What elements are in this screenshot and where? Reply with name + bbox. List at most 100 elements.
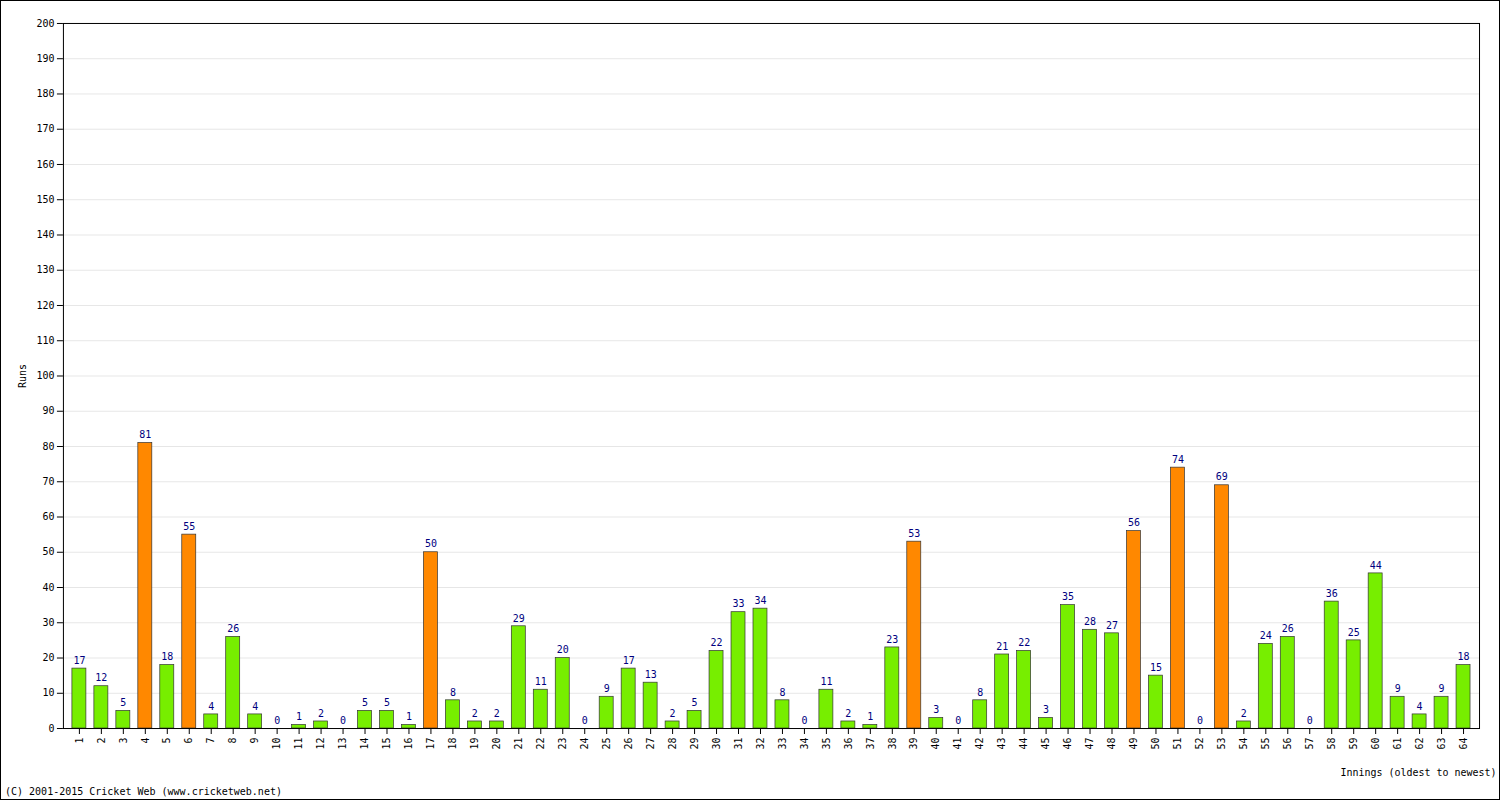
svg-text:34: 34 bbox=[754, 595, 766, 606]
svg-text:13: 13 bbox=[337, 738, 348, 750]
svg-text:20: 20 bbox=[557, 644, 569, 655]
svg-text:12: 12 bbox=[95, 672, 107, 683]
svg-text:9: 9 bbox=[1395, 683, 1401, 694]
svg-text:9: 9 bbox=[249, 738, 260, 744]
svg-text:26: 26 bbox=[1282, 623, 1294, 634]
svg-text:0: 0 bbox=[1197, 715, 1203, 726]
svg-text:1: 1 bbox=[867, 711, 873, 722]
svg-text:40: 40 bbox=[42, 582, 54, 593]
svg-text:52: 52 bbox=[1194, 738, 1205, 750]
svg-text:27: 27 bbox=[645, 738, 656, 750]
svg-text:30: 30 bbox=[711, 738, 722, 750]
svg-text:26: 26 bbox=[623, 738, 634, 750]
svg-text:8: 8 bbox=[977, 687, 983, 698]
svg-text:46: 46 bbox=[1062, 738, 1073, 750]
svg-text:2: 2 bbox=[670, 708, 676, 719]
svg-text:4: 4 bbox=[252, 701, 258, 712]
svg-text:63: 63 bbox=[1436, 738, 1447, 750]
svg-text:57: 57 bbox=[1304, 738, 1315, 750]
svg-text:2: 2 bbox=[494, 708, 500, 719]
svg-text:11: 11 bbox=[820, 676, 832, 687]
svg-text:11: 11 bbox=[535, 676, 547, 687]
svg-text:0: 0 bbox=[274, 715, 280, 726]
svg-text:8: 8 bbox=[227, 738, 238, 744]
svg-text:190: 190 bbox=[36, 53, 54, 64]
svg-text:50: 50 bbox=[42, 546, 54, 557]
svg-text:4: 4 bbox=[1417, 701, 1423, 712]
svg-text:2: 2 bbox=[318, 708, 324, 719]
svg-text:55: 55 bbox=[183, 521, 195, 532]
svg-text:80: 80 bbox=[42, 441, 54, 452]
svg-text:5: 5 bbox=[692, 697, 698, 708]
svg-text:35: 35 bbox=[821, 738, 832, 750]
svg-text:6: 6 bbox=[183, 738, 194, 744]
svg-text:50: 50 bbox=[1150, 738, 1161, 750]
svg-text:110: 110 bbox=[36, 335, 54, 346]
svg-text:36: 36 bbox=[1326, 588, 1338, 599]
svg-text:23: 23 bbox=[557, 738, 568, 750]
svg-text:56: 56 bbox=[1282, 738, 1293, 750]
svg-text:10: 10 bbox=[271, 738, 282, 750]
svg-text:26: 26 bbox=[227, 623, 239, 634]
svg-text:12: 12 bbox=[315, 738, 326, 750]
svg-text:100: 100 bbox=[36, 370, 54, 381]
svg-text:34: 34 bbox=[799, 738, 810, 750]
svg-text:33: 33 bbox=[777, 738, 788, 750]
svg-text:5: 5 bbox=[120, 697, 126, 708]
svg-text:58: 58 bbox=[1326, 738, 1337, 750]
svg-text:53: 53 bbox=[1216, 738, 1227, 750]
svg-text:55: 55 bbox=[1260, 738, 1271, 750]
svg-text:5: 5 bbox=[161, 738, 172, 744]
svg-text:15: 15 bbox=[1150, 662, 1162, 673]
svg-text:9: 9 bbox=[1439, 683, 1445, 694]
svg-text:70: 70 bbox=[42, 476, 54, 487]
svg-text:53: 53 bbox=[908, 528, 920, 539]
svg-text:17: 17 bbox=[623, 655, 635, 666]
svg-text:4: 4 bbox=[208, 701, 214, 712]
svg-text:2: 2 bbox=[1241, 708, 1247, 719]
svg-text:43: 43 bbox=[996, 738, 1007, 750]
svg-text:7: 7 bbox=[205, 738, 216, 744]
svg-text:16: 16 bbox=[403, 738, 414, 750]
svg-text:41: 41 bbox=[952, 738, 963, 750]
svg-text:8: 8 bbox=[450, 687, 456, 698]
svg-text:2: 2 bbox=[96, 738, 107, 744]
svg-text:150: 150 bbox=[36, 194, 54, 205]
svg-text:11: 11 bbox=[293, 738, 304, 750]
svg-text:1: 1 bbox=[296, 711, 302, 722]
svg-text:5: 5 bbox=[384, 697, 390, 708]
svg-text:120: 120 bbox=[36, 300, 54, 311]
svg-text:180: 180 bbox=[36, 88, 54, 99]
svg-text:10: 10 bbox=[42, 687, 54, 698]
svg-text:74: 74 bbox=[1172, 454, 1184, 465]
svg-text:130: 130 bbox=[36, 264, 54, 275]
svg-text:200: 200 bbox=[36, 18, 54, 29]
svg-text:69: 69 bbox=[1216, 471, 1228, 482]
svg-text:3: 3 bbox=[118, 738, 129, 744]
svg-text:31: 31 bbox=[733, 738, 744, 750]
svg-text:28: 28 bbox=[667, 738, 678, 750]
svg-text:22: 22 bbox=[711, 637, 723, 648]
svg-text:Innings (oldest to newest): Innings (oldest to newest) bbox=[1340, 767, 1496, 778]
svg-text:47: 47 bbox=[1084, 738, 1095, 750]
svg-text:60: 60 bbox=[1370, 738, 1381, 750]
svg-text:2: 2 bbox=[472, 708, 478, 719]
svg-text:29: 29 bbox=[513, 612, 525, 623]
svg-text:59: 59 bbox=[1348, 738, 1359, 750]
svg-text:0: 0 bbox=[582, 715, 588, 726]
svg-text:50: 50 bbox=[425, 538, 437, 549]
svg-text:38: 38 bbox=[887, 738, 898, 750]
svg-text:0: 0 bbox=[1307, 715, 1313, 726]
svg-text:56: 56 bbox=[1128, 517, 1140, 528]
svg-text:24: 24 bbox=[579, 738, 590, 750]
svg-text:1: 1 bbox=[406, 711, 412, 722]
svg-text:15: 15 bbox=[381, 738, 392, 750]
svg-text:44: 44 bbox=[1370, 560, 1382, 571]
svg-text:21: 21 bbox=[513, 738, 524, 750]
svg-text:0: 0 bbox=[955, 715, 961, 726]
svg-text:40: 40 bbox=[930, 738, 941, 750]
svg-text:170: 170 bbox=[36, 123, 54, 134]
svg-text:25: 25 bbox=[601, 738, 612, 750]
svg-text:61: 61 bbox=[1392, 738, 1403, 750]
svg-text:44: 44 bbox=[1018, 738, 1029, 750]
